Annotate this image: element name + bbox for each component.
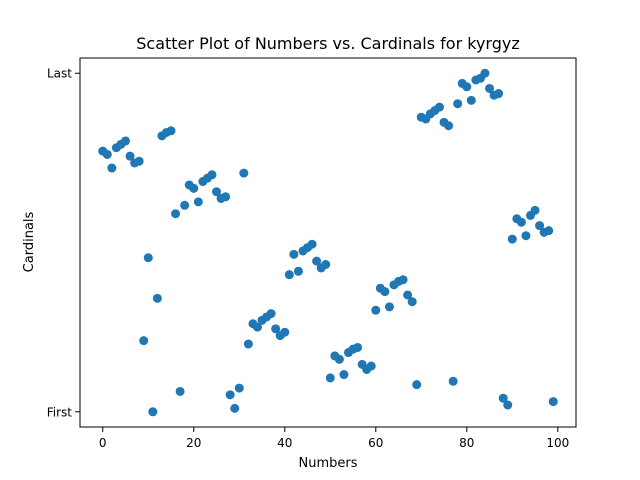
data-point-74	[434, 102, 444, 112]
data-point-32	[243, 339, 253, 349]
data-point-27	[221, 192, 231, 202]
data-point-47	[312, 256, 322, 266]
data-point-96	[535, 221, 545, 231]
data-point-89	[503, 400, 513, 410]
data-point-59	[366, 361, 376, 371]
data-point-80	[462, 82, 472, 92]
data-point-46	[307, 239, 317, 249]
data-point-8	[134, 156, 144, 166]
x-tick-label-60: 60	[368, 436, 383, 450]
data-point-78	[453, 99, 463, 109]
data-point-62	[380, 287, 390, 297]
y-tick-label-last: Last	[47, 67, 72, 81]
data-point-67	[403, 290, 413, 300]
data-point-24	[207, 170, 217, 180]
data-point-9	[139, 336, 149, 346]
data-point-66	[398, 275, 408, 285]
data-point-5	[121, 136, 130, 146]
data-points	[98, 68, 558, 417]
data-point-53	[339, 370, 349, 380]
data-point-49	[321, 260, 331, 269]
data-point-2	[107, 163, 117, 173]
data-point-43	[293, 266, 303, 276]
data-point-10	[143, 253, 153, 263]
data-point-50	[325, 373, 335, 383]
data-point-99	[548, 397, 558, 407]
data-point-76	[444, 121, 454, 131]
data-point-29	[230, 403, 240, 413]
data-point-34	[252, 322, 262, 332]
data-point-28	[225, 390, 235, 400]
x-tick-label-80: 80	[459, 436, 474, 450]
chart-title: Scatter Plot of Numbers vs. Cardinals fo…	[136, 34, 520, 53]
y-tick-label-first: First	[47, 405, 73, 419]
data-point-20	[189, 183, 199, 193]
data-point-40	[280, 327, 290, 337]
data-point-98	[544, 226, 554, 236]
data-point-6	[125, 151, 135, 161]
plot-frame	[79, 57, 577, 428]
data-point-60	[371, 305, 381, 315]
data-point-30	[234, 383, 244, 393]
data-point-85	[485, 83, 495, 93]
data-point-16	[171, 209, 181, 219]
data-point-84	[480, 68, 490, 78]
y-axis-ticks: First Last	[47, 67, 80, 419]
data-point-90	[507, 234, 517, 244]
x-axis-ticks: 0 20 40 60 80 100	[99, 427, 569, 450]
data-point-25	[212, 187, 222, 197]
data-point-93	[521, 231, 531, 241]
data-point-18	[180, 200, 190, 210]
x-tick-label-40: 40	[277, 436, 292, 450]
x-tick-label-20: 20	[186, 436, 201, 450]
data-point-15	[166, 126, 176, 136]
x-tick-label-100: 100	[546, 436, 569, 450]
data-point-31	[239, 168, 249, 178]
x-axis-label: Numbers	[299, 456, 358, 471]
data-point-17	[175, 386, 185, 396]
data-point-41	[284, 270, 294, 280]
data-point-92	[516, 217, 526, 227]
data-point-77	[448, 376, 458, 386]
data-point-21	[193, 197, 203, 207]
data-point-81	[466, 95, 476, 105]
data-point-52	[334, 354, 344, 364]
data-point-88	[498, 393, 508, 403]
data-point-12	[152, 293, 162, 303]
data-point-63	[384, 302, 394, 312]
data-point-1	[102, 149, 112, 159]
data-point-95	[530, 205, 540, 215]
data-point-68	[407, 297, 417, 307]
data-point-38	[271, 324, 281, 334]
data-point-69	[412, 380, 422, 390]
x-tick-label-0: 0	[99, 436, 107, 450]
data-point-87	[494, 89, 504, 99]
data-point-56	[353, 342, 363, 352]
data-point-37	[266, 309, 276, 319]
data-point-11	[148, 407, 158, 417]
data-point-42	[289, 249, 299, 259]
y-axis-label: Cardinals	[22, 211, 37, 272]
